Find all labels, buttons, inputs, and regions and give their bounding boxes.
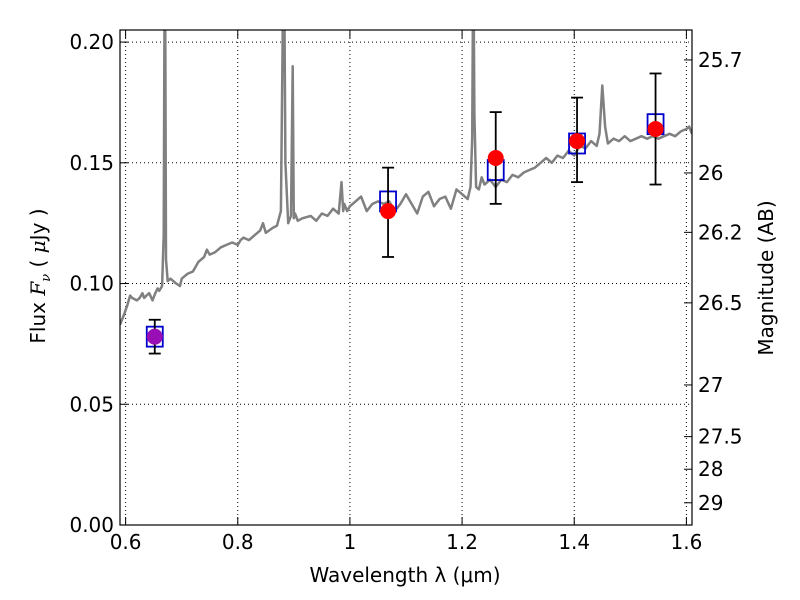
mag-tick-label: 29: [698, 491, 723, 515]
grid: [120, 30, 692, 526]
mag-tick-label: 26.2: [698, 220, 743, 244]
x-tick-label: 1.4: [558, 530, 590, 554]
x-tick-label: 0.6: [110, 530, 142, 554]
x-tick-label: 0.8: [222, 530, 254, 554]
y-tick-label: 0.15: [69, 151, 114, 175]
observed-flux-point: [569, 133, 586, 150]
error-bars: [148, 72, 662, 355]
observed-flux-point: [380, 203, 397, 220]
y-tick-label: 0.10: [69, 272, 114, 296]
mag-tick-label: 26.5: [698, 291, 743, 315]
x-axis-label: Wavelength λ (μm): [309, 563, 500, 587]
mag-tick-label: 27: [698, 373, 723, 397]
y-tick-label: 0.20: [69, 30, 114, 54]
x-tick-label: 1: [344, 530, 357, 554]
y-axis-label-text: Flux: [26, 296, 50, 344]
x-tick-label: 1.6: [670, 530, 702, 554]
y-tick-label: 0.05: [69, 392, 114, 416]
y2-axis-label: Magnitude (AB): [754, 200, 778, 355]
x-tick-label: 1.2: [446, 530, 478, 554]
y-tick-label: 0.00: [69, 513, 114, 537]
mag-tick-label: 26: [698, 161, 723, 185]
y-axis-label: Flux Fν ( μJy ): [26, 208, 54, 343]
mag-tick-label: 28: [698, 457, 723, 481]
observed-flux-point: [487, 149, 504, 166]
spectrum-line: [120, 30, 692, 326]
optical-flux-point: [146, 328, 163, 345]
mag-tick-label: 27.5: [698, 425, 743, 449]
photometry-points: [146, 121, 664, 345]
mag-tick-label: 25.7: [698, 48, 743, 72]
observed-flux-point: [647, 121, 664, 137]
svg-text:Flux Fν ( μJy ): Flux Fν ( μJy ): [26, 208, 54, 343]
plot-frame: [119, 29, 693, 526]
axis-ticks: 0.6 0.8 1 1.2 1.4 1.6 0.00 0.05 0.10 0.15 0.20 25.7…: [69, 30, 743, 554]
